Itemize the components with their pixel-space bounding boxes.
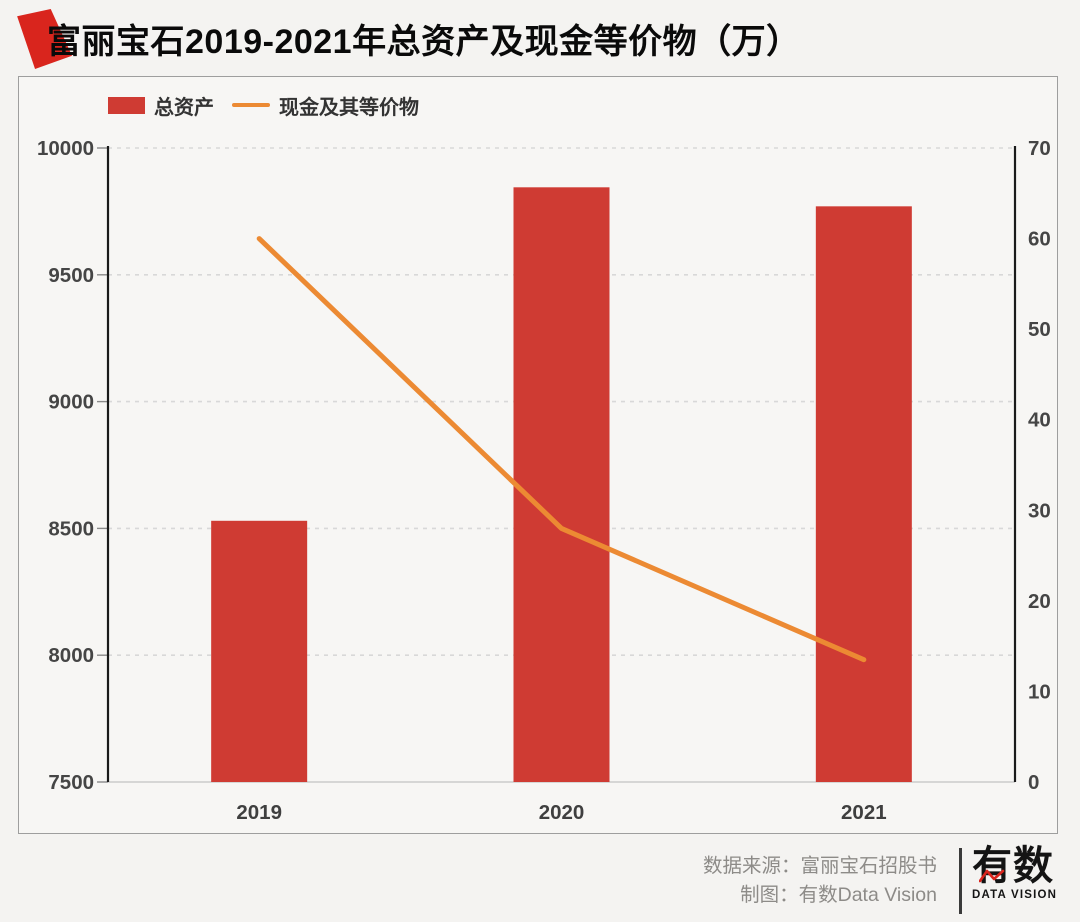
- left-axis-label: 10000: [37, 137, 94, 160]
- left-axis-label: 8500: [48, 517, 94, 540]
- right-axis-label: 20: [1028, 590, 1051, 613]
- legend-line-label: 现金及其等价物: [279, 96, 419, 119]
- page-title: 富丽宝石2019-2021年总资产及现金等价物（万）: [47, 23, 801, 61]
- right-axis-label: 60: [1028, 228, 1051, 251]
- footer: 数据来源：富丽宝石招股书 制图：有数Data Vision 有数 DATA VI…: [703, 843, 1060, 919]
- category-label-2021: 2021: [841, 801, 887, 824]
- left-axis-label: 9000: [48, 391, 94, 414]
- title-bar: 富丽宝石2019-2021年总资产及现金等价物（万）: [0, 0, 1080, 76]
- right-axis-label: 50: [1028, 318, 1051, 341]
- combo-chart: 7500 8000 8500 9000 9500 10000 0 10 20 30 40 50 60 70…: [37, 137, 1051, 824]
- chart-card: 总资产 现金及其等价物 7500 8000 8500 9000 9500 10000 0 10…: [18, 76, 1058, 834]
- right-axis-label: 0: [1028, 771, 1039, 794]
- footer-divider: [959, 848, 962, 914]
- data-source-line: 数据来源：富丽宝石招股书: [702, 855, 937, 877]
- chart-legend: 总资产 现金及其等价物: [108, 89, 419, 121]
- category-label-2020: 2020: [539, 801, 585, 824]
- category-label-2019: 2019: [236, 801, 282, 824]
- left-axis-label: 7500: [48, 771, 94, 794]
- bar-2020: [513, 187, 610, 783]
- logo-text: 有数: [972, 844, 1054, 888]
- right-axis-label: 70: [1028, 137, 1051, 160]
- left-axis-label: 9500: [48, 264, 94, 287]
- bar-2019: [211, 520, 308, 782]
- right-axis-label: 40: [1028, 409, 1051, 432]
- left-axis-label: 8000: [48, 644, 94, 667]
- logo-subtext: DATA VISION: [972, 889, 1058, 901]
- legend-line-swatch: [232, 103, 270, 107]
- footer-credits: 数据来源：富丽宝石招股书 制图：有数Data Vision: [703, 852, 937, 910]
- right-axis-label: 10: [1028, 680, 1051, 703]
- legend-bar-label: 总资产: [154, 96, 214, 119]
- legend-bar-swatch: [108, 96, 145, 114]
- line-series: [256, 236, 867, 663]
- datavision-logo: 有数 DATA VISION: [972, 845, 1060, 917]
- logo-zigzag-icon: [979, 869, 1005, 883]
- right-axis-label: 30: [1028, 499, 1051, 522]
- chart-credit-line: 制图：有数Data Vision: [740, 884, 937, 906]
- bar-2021: [815, 206, 912, 782]
